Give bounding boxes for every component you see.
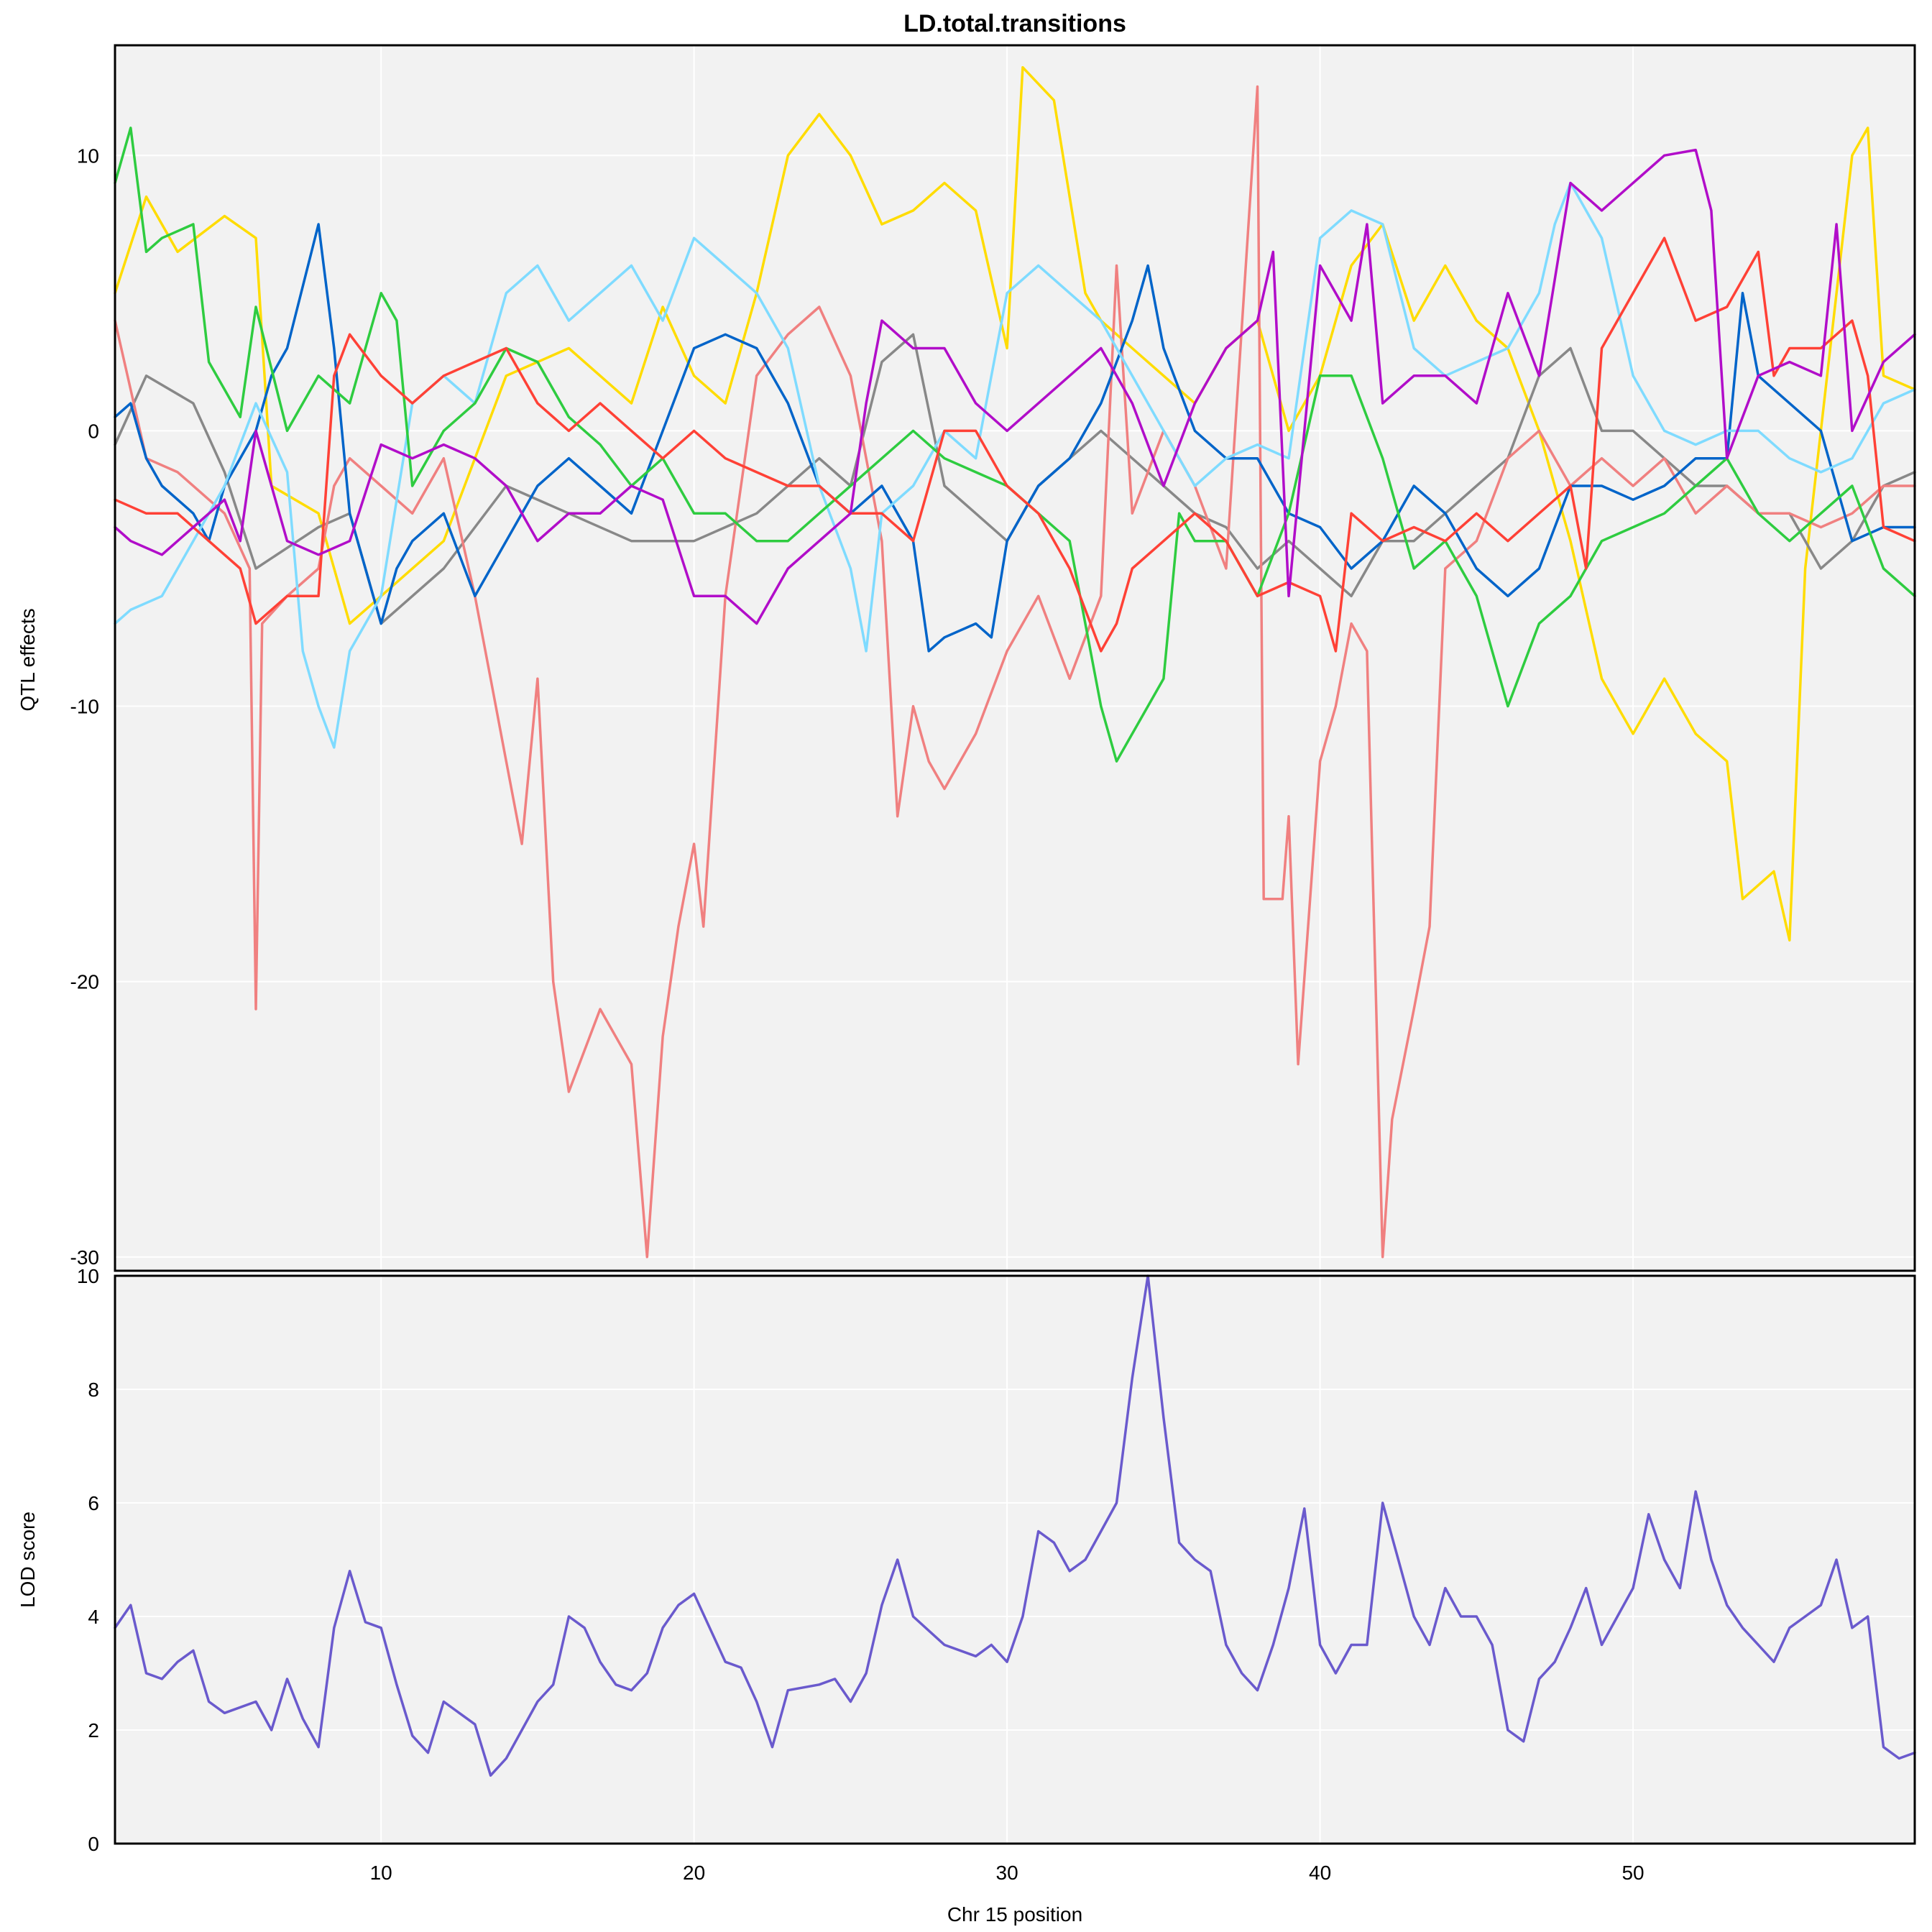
effects-plot-area <box>115 45 1915 1271</box>
effects-series-group <box>114 65 1916 1259</box>
lod-x-ticks: 10 20 30 40 50 <box>370 1862 1644 1884</box>
effects-y-tick-label: -20 <box>70 971 99 993</box>
lod-y-tick-label: 4 <box>88 1606 99 1628</box>
x-tick-label: 30 <box>996 1862 1018 1884</box>
effects-y-axis-label: QTL effects <box>17 608 39 711</box>
effects-panel: -30 -20 -10 0 10 QTL effects <box>17 44 1916 1272</box>
lod-y-axis-label: LOD score <box>17 1512 39 1608</box>
lod-y-ticks: 0 2 4 6 8 10 <box>77 1265 99 1855</box>
lod-y-tick-label: 0 <box>88 1833 99 1855</box>
lod-series-line-1 <box>114 1274 1916 1777</box>
x-axis-label: Chr 15 position <box>947 1903 1082 1926</box>
effects-series-line-3 <box>114 85 1916 1259</box>
x-tick-label: 20 <box>683 1862 705 1884</box>
effects-series-line-6 <box>114 126 1916 763</box>
lod-y-tick-label: 8 <box>88 1379 99 1401</box>
effects-y-tick-label: 0 <box>88 420 99 442</box>
lod-frame <box>114 1274 1916 1845</box>
lod-y-tick-label: 10 <box>77 1265 99 1287</box>
x-tick-label: 40 <box>1309 1862 1331 1884</box>
effects-frame <box>114 44 1916 1272</box>
chart-title: LD.total.transitions <box>903 10 1126 37</box>
lod-series-group <box>114 1274 1916 1777</box>
lod-y-tick-label: 6 <box>88 1492 99 1514</box>
effects-series-line-5 <box>114 181 1916 749</box>
effects-y-tick-label: -10 <box>70 696 99 718</box>
effects-series-line-8 <box>114 148 1916 625</box>
lod-y-tick-label: 2 <box>88 1719 99 1742</box>
effects-y-tick-label: 10 <box>77 144 99 167</box>
x-tick-label: 50 <box>1622 1862 1644 1884</box>
effects-y-ticks: -30 -20 -10 0 10 <box>70 144 99 1269</box>
lod-panel: 0 2 4 6 8 10 10 20 30 40 50 LOD score Chr 15 posi… <box>17 1265 1916 1926</box>
lod-plot-area <box>115 1276 1915 1844</box>
effects-series-line-7 <box>114 236 1916 653</box>
effects-y-tick-label: -30 <box>70 1246 99 1269</box>
x-tick-label: 10 <box>370 1862 392 1884</box>
